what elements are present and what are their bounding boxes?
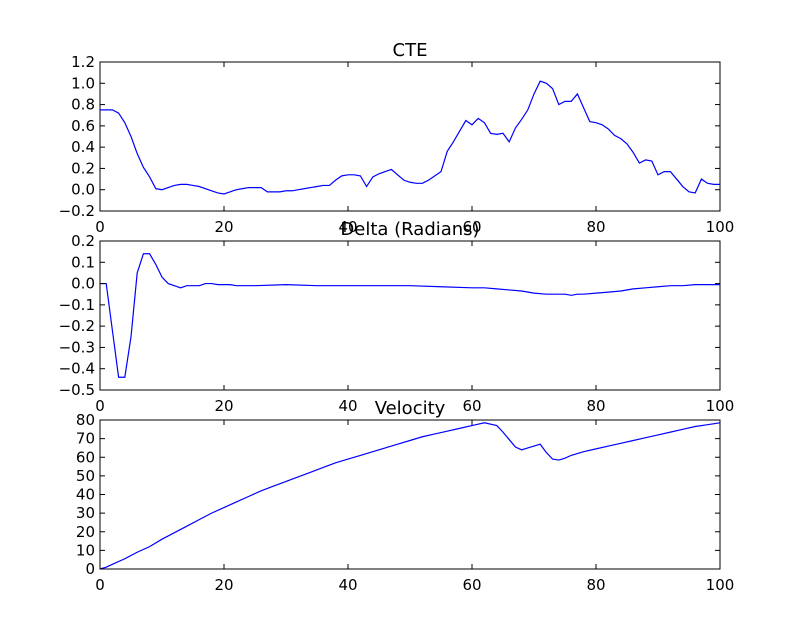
delta-x-tick-label: 0 bbox=[95, 397, 105, 415]
cte-y-tick-label: 0.0 bbox=[71, 181, 95, 199]
cte-y-tick-label: 1.0 bbox=[71, 74, 95, 92]
delta-title: Delta (Radians) bbox=[340, 219, 479, 240]
cte-panel: 0 20 40 60 80 100 −0.2 0.0 0.2 0.4 0.6 0.8 1.0 1.2 CTE bbox=[59, 40, 735, 236]
cte-x-tick-label: 60 bbox=[462, 218, 481, 236]
cte-x-tick-label: 80 bbox=[586, 218, 605, 236]
delta-x-tick-label: 60 bbox=[462, 397, 481, 415]
cte-x-tick-label: 40 bbox=[338, 218, 357, 236]
delta-y-tick-label: −0.5 bbox=[59, 381, 95, 399]
delta-x-tick-label: 80 bbox=[586, 397, 605, 415]
velocity-y-tick-label: 50 bbox=[76, 467, 95, 485]
delta-x-tick-label: 100 bbox=[706, 397, 735, 415]
cte-y-tick-label: 0.4 bbox=[71, 138, 95, 156]
delta-y-tick-label: −0.3 bbox=[59, 338, 95, 356]
velocity-axes-frame bbox=[99, 419, 721, 570]
velocity-x-tick-label: 80 bbox=[586, 576, 605, 594]
delta-series-line-0 bbox=[100, 253, 720, 378]
delta-x-tick-label: 40 bbox=[338, 397, 357, 415]
cte-y-tick-label: −0.2 bbox=[59, 202, 95, 220]
cte-y-tick-label: 0.6 bbox=[71, 117, 95, 135]
velocity-series-line-0 bbox=[99, 422, 721, 570]
velocity-y-tick-label: 60 bbox=[76, 448, 95, 466]
velocity-x-tick-label: 40 bbox=[338, 576, 357, 594]
velocity-y-tick-label: 20 bbox=[76, 523, 95, 541]
cte-y-tick-label: 1.2 bbox=[71, 53, 95, 71]
velocity-y-tick-label: 70 bbox=[76, 430, 95, 448]
cte-title: CTE bbox=[393, 40, 428, 61]
cte-x-tick-label: 0 bbox=[95, 218, 105, 236]
velocity-x-tick-label: 0 bbox=[95, 576, 105, 594]
delta-y-tick-label: 0.1 bbox=[71, 253, 95, 271]
delta-panel: 0 20 40 60 80 100 −0.5 −0.4 −0.3 −0.2 −0.1 0.0 0.1 0.… bbox=[59, 219, 735, 415]
cte-series-line-0 bbox=[100, 80, 720, 195]
delta-y-tick-label: −0.4 bbox=[59, 360, 95, 378]
delta-y-tick-label: −0.1 bbox=[59, 296, 95, 314]
velocity-x-tick-label: 60 bbox=[462, 576, 481, 594]
cte-y-tick-label: 0.2 bbox=[71, 159, 95, 177]
velocity-y-tick-label: 80 bbox=[76, 411, 95, 429]
velocity-y-tick-label: 0 bbox=[85, 560, 95, 578]
velocity-x-tick-label: 100 bbox=[706, 576, 735, 594]
delta-axes-frame bbox=[99, 240, 721, 391]
cte-x-tick-label: 20 bbox=[214, 218, 233, 236]
cte-axes-frame bbox=[99, 61, 721, 212]
delta-y-tick-label: 0.2 bbox=[71, 232, 95, 250]
velocity-y-tick-label: 30 bbox=[76, 504, 95, 522]
cte-y-tick-label: 0.8 bbox=[71, 96, 95, 114]
velocity-x-tick-label: 20 bbox=[214, 576, 233, 594]
velocity-y-tick-label: 40 bbox=[76, 486, 95, 504]
delta-y-tick-label: −0.2 bbox=[59, 317, 95, 335]
velocity-title: Velocity bbox=[375, 398, 446, 419]
delta-y-tick-label: 0.0 bbox=[71, 275, 95, 293]
delta-x-tick-label: 20 bbox=[214, 397, 233, 415]
cte-x-tick-label: 100 bbox=[706, 218, 735, 236]
velocity-y-tick-label: 10 bbox=[76, 541, 95, 559]
